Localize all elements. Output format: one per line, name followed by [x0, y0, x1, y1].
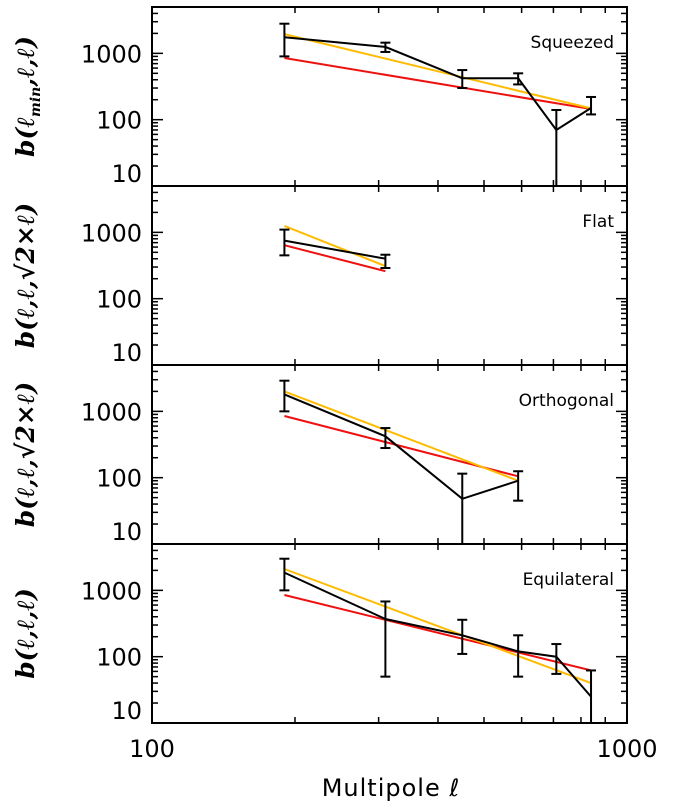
y-axis-label-sub: min [28, 87, 44, 117]
error-bar [513, 72, 524, 86]
error-bar [279, 379, 290, 413]
y-tick-label-1000: 1000 [81, 40, 142, 68]
error-bar [380, 600, 391, 678]
y-tick-label-10: 10 [111, 160, 142, 188]
panel-equilateral: 10 100 1000 b(ℓ,ℓ,ℓ) Equilateral [11, 543, 628, 725]
red-model-line [284, 594, 592, 672]
panel-label: Flat [582, 212, 614, 232]
x-tick-label-100: 100 [129, 735, 175, 763]
y-tick-label-100: 100 [96, 644, 142, 672]
x-axis-label: Multipole ℓ [322, 774, 461, 802]
panels-group: 10 100 1000 b(ℓmin,ℓ,ℓ) Squeezed 10 100 1000 b(ℓ… [11, 6, 628, 725]
yellow-model-line [284, 568, 592, 685]
y-tick-label-100: 100 [96, 286, 142, 314]
error-bar [457, 472, 468, 544]
yellow-model-line [284, 390, 519, 482]
error-bar [279, 22, 290, 58]
y-tick-label-10: 10 [111, 339, 142, 367]
error-bar [551, 643, 562, 675]
yellow-model-line [284, 224, 386, 268]
error-bar [586, 669, 597, 723]
x-axis: 100 1000 Multipole ℓ [129, 735, 657, 802]
data-line [284, 393, 519, 500]
y-axis-label-main: b(ℓ [11, 117, 40, 157]
red-model-line [284, 244, 386, 273]
panel-label: Equilateral [523, 570, 614, 590]
x-tick-label-1000: 1000 [596, 735, 657, 763]
data-line [284, 239, 386, 260]
data-line [283, 571, 592, 698]
y-tick-label-1000: 1000 [81, 398, 142, 426]
error-bar [279, 557, 290, 592]
y-tick-label-10: 10 [111, 697, 142, 725]
error-bar [457, 69, 468, 90]
yellow-model-line [284, 33, 592, 110]
y-tick-label-100: 100 [96, 465, 142, 493]
panel-frame [151, 185, 628, 366]
error-bar [380, 41, 391, 53]
error-bar [586, 95, 597, 116]
panel-orthogonal: 10 100 1000 b(ℓ,ℓ,√2×ℓ) Orthogonal [11, 364, 628, 546]
error-bar [457, 618, 468, 655]
panel-frame [151, 543, 628, 724]
y-axis-label-main: b(ℓ,ℓ,√2×ℓ) [11, 382, 40, 527]
panel-label: Squeezed [531, 33, 614, 53]
y-axis-label-rest: ,ℓ,ℓ) [11, 36, 40, 88]
y-tick-label-100: 100 [96, 107, 142, 135]
y-tick-label-1000: 1000 [81, 219, 142, 247]
error-bar [279, 228, 290, 257]
panel-plot-area [279, 557, 597, 723]
y-axis-label-main: b(ℓ,ℓ,√2×ℓ) [11, 203, 40, 348]
y-axis-label: b(ℓ,ℓ,√2×ℓ) [11, 203, 40, 348]
y-axis-label-main: b(ℓ,ℓ,ℓ) [11, 588, 40, 679]
panel-plot-area [279, 224, 391, 273]
y-axis-label: b(ℓmin,ℓ,ℓ) [11, 36, 44, 157]
panel-plot-area [279, 22, 597, 186]
error-bar [513, 634, 524, 678]
y-axis-label: b(ℓ,ℓ,ℓ) [11, 588, 40, 679]
red-model-line [284, 57, 592, 110]
panel-squeezed: 10 100 1000 b(ℓmin,ℓ,ℓ) Squeezed [11, 6, 628, 188]
error-bar [513, 470, 524, 502]
panel-flat: 10 100 1000 b(ℓ,ℓ,√2×ℓ) Flat [11, 185, 628, 367]
data-line [284, 36, 592, 132]
panel-plot-area [279, 379, 524, 544]
y-tick-label-10: 10 [111, 518, 142, 546]
y-axis-label: b(ℓ,ℓ,√2×ℓ) [11, 382, 40, 527]
y-tick-label-1000: 1000 [81, 577, 142, 605]
panel-label: Orthogonal [519, 391, 614, 411]
error-bar [380, 253, 391, 270]
error-bar [380, 427, 391, 450]
error-bar [551, 108, 562, 186]
